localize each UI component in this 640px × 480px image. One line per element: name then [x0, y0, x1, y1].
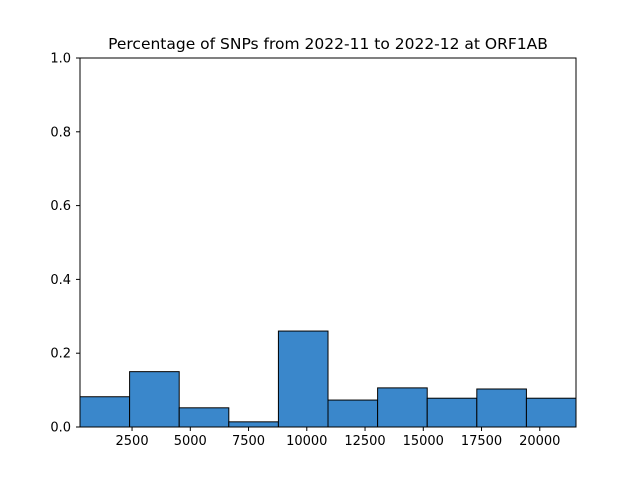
y-axis: 0.0 0.2 0.4 0.6 0.8 1.0	[50, 52, 80, 436]
x-tick-label: 17500	[461, 434, 502, 449]
histogram-bar-1	[79, 396, 131, 428]
histogram-bar-7	[377, 387, 428, 428]
histogram-bar-6	[327, 399, 379, 428]
x-tick-label: 15000	[403, 434, 444, 449]
x-tick-label: 12500	[344, 434, 385, 449]
x-tick-label: 2500	[116, 434, 149, 449]
histogram-bar-10	[525, 397, 577, 428]
y-tick-label: 0.4	[50, 273, 71, 288]
histogram-bar-4	[228, 421, 279, 428]
histogram-bar-2	[129, 371, 180, 428]
x-tick-label: 10000	[286, 434, 327, 449]
y-tick-label: 0.6	[50, 199, 71, 214]
x-tick-label: 5000	[174, 434, 207, 449]
y-tick-label: 1.0	[50, 52, 71, 67]
histogram-bar-9	[476, 388, 527, 428]
chart-title: Percentage of SNPs from 2022-11 to 2022-…	[108, 35, 548, 53]
y-tick-label: 0.0	[50, 421, 71, 436]
histogram-bar-3	[178, 407, 230, 428]
x-tick-label: 20000	[519, 434, 560, 449]
histogram-bar-5	[277, 330, 329, 428]
y-tick-label: 0.2	[50, 347, 71, 362]
x-axis: 2500 5000 7500 10000 12500 15000 17500 20000	[116, 427, 560, 449]
bars-group	[79, 330, 577, 428]
x-tick-label: 7500	[232, 434, 265, 449]
plot-frame	[79, 57, 577, 428]
y-tick-label: 0.8	[50, 125, 71, 140]
histogram-bar-8	[426, 397, 478, 428]
